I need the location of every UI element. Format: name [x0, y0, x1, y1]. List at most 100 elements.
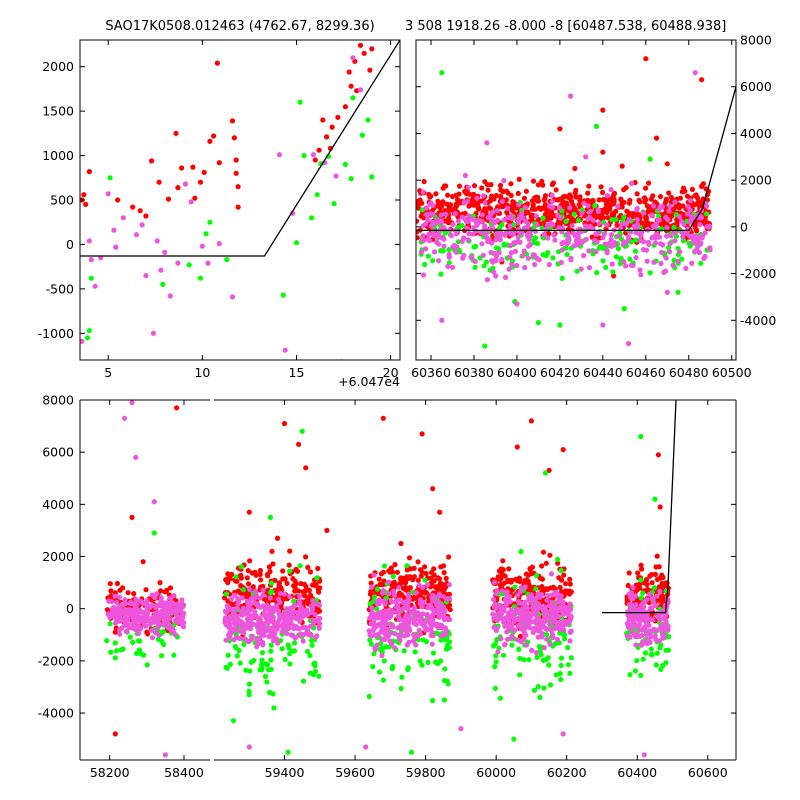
data-point [310, 152, 316, 158]
data-point [550, 602, 556, 608]
data-point [280, 576, 286, 582]
data-point [282, 656, 288, 663]
data-point [486, 238, 492, 244]
data-point [596, 197, 602, 203]
data-point [262, 673, 269, 680]
data-point [223, 591, 230, 597]
data-point [297, 601, 303, 607]
data-point [178, 618, 184, 625]
data-point [129, 514, 135, 521]
data-point [229, 294, 236, 300]
data-point [231, 610, 237, 617]
data-point [123, 628, 129, 635]
data-point [491, 269, 497, 275]
data-point [581, 200, 587, 206]
x-tick-label: 59600 [335, 765, 375, 780]
data-point [500, 652, 507, 658]
data-point [167, 293, 173, 299]
data-point [563, 218, 569, 224]
data-point [155, 636, 161, 642]
data-point [312, 663, 318, 669]
data-point [523, 188, 530, 194]
data-point [615, 203, 621, 209]
data-point [125, 590, 131, 596]
data-point [573, 194, 579, 200]
data-point [333, 173, 339, 179]
data-point [440, 563, 447, 569]
data-point [631, 631, 637, 637]
data-point [255, 629, 262, 635]
data-point [310, 582, 316, 588]
data-point [120, 215, 126, 221]
data-point [151, 530, 157, 536]
data-point [509, 634, 515, 641]
data-point [259, 639, 265, 645]
data-point [666, 249, 673, 255]
data-point [596, 214, 603, 220]
data-point [145, 631, 151, 637]
data-point [388, 598, 394, 605]
data-point [439, 70, 445, 76]
data-point [692, 70, 698, 76]
data-point [233, 574, 239, 580]
data-point [654, 593, 660, 599]
data-point [508, 625, 514, 631]
data-point [227, 661, 233, 668]
data-point [619, 163, 625, 169]
data-point [450, 244, 456, 250]
data-point [226, 632, 232, 638]
data-point [498, 193, 504, 200]
data-point [113, 244, 119, 250]
data-point [429, 698, 436, 704]
data-point [270, 691, 276, 697]
data-point [596, 245, 602, 251]
data-point [646, 180, 652, 186]
data-point [144, 607, 150, 614]
data-point [586, 183, 592, 189]
data-point [348, 83, 354, 89]
data-point [372, 632, 378, 638]
data-point [462, 188, 468, 195]
data-point [704, 224, 710, 230]
data-point [646, 205, 652, 211]
data-point [536, 624, 542, 630]
data-point [640, 656, 646, 662]
data-point [502, 232, 508, 238]
data-point [497, 234, 503, 240]
data-point [418, 213, 424, 219]
data-point [401, 618, 407, 624]
data-point [643, 215, 649, 221]
data-point [390, 573, 396, 580]
data-point [482, 200, 488, 206]
data-point [116, 594, 122, 600]
data-point [188, 199, 194, 205]
data-point [385, 627, 391, 633]
data-point [595, 230, 601, 236]
data-point [305, 648, 311, 655]
data-point [372, 615, 378, 621]
data-point [312, 611, 318, 617]
data-point [671, 224, 677, 230]
data-point [148, 597, 154, 603]
data-point [400, 599, 406, 605]
data-point [435, 231, 441, 237]
data-point [544, 626, 550, 633]
x-tick-label: 60200 [547, 765, 587, 780]
data-point [546, 231, 552, 237]
data-point [235, 184, 241, 190]
data-point [417, 658, 423, 664]
data-point [465, 184, 471, 190]
data-point [446, 596, 452, 602]
data-point [610, 194, 616, 200]
data-point [512, 584, 518, 590]
data-point [699, 233, 706, 239]
data-point [625, 582, 631, 589]
data-point [270, 638, 277, 644]
data-point [232, 592, 238, 599]
data-point [382, 600, 388, 606]
data-point [153, 630, 159, 636]
data-point [268, 642, 274, 648]
data-point [252, 609, 258, 615]
data-point [492, 601, 498, 607]
data-point [626, 200, 633, 206]
